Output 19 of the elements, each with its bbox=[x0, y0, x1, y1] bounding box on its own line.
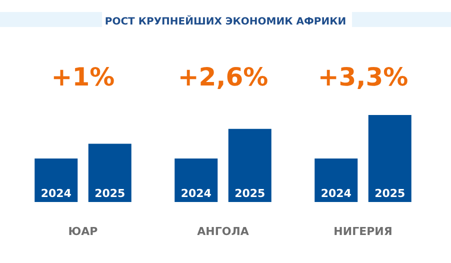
series-label: 2024 bbox=[40, 187, 72, 200]
bar bbox=[314, 158, 358, 202]
text: +2,6% bbox=[178, 62, 268, 92]
text: +1% bbox=[51, 62, 115, 92]
series-label: 2025 bbox=[94, 187, 126, 200]
text: 2025 bbox=[234, 187, 266, 200]
text: +3,3% bbox=[318, 62, 408, 92]
bar bbox=[174, 158, 218, 202]
x-tick-label: ЮАР bbox=[68, 225, 98, 238]
text: 2024 bbox=[320, 187, 352, 200]
x-tick-label: НИГЕРИЯ bbox=[334, 225, 392, 238]
x-tick-label: АНГОЛА bbox=[197, 225, 250, 238]
text: 2024 bbox=[180, 187, 212, 200]
bar bbox=[368, 115, 412, 202]
bar bbox=[228, 128, 272, 202]
chart-title: РОСТ КРУПНЕЙШИХ ЭКОНОМИК АФРИКИ bbox=[104, 14, 346, 28]
text: 2025 bbox=[374, 187, 406, 200]
bar bbox=[88, 144, 132, 202]
bar bbox=[34, 158, 78, 202]
